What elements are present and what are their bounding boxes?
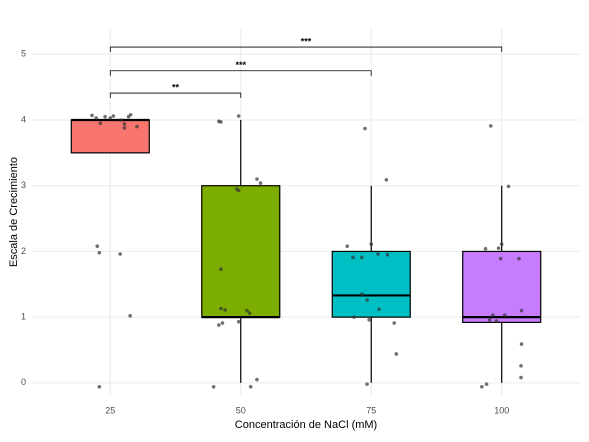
jitter-point: [496, 246, 501, 250]
jitter-point: [128, 112, 133, 117]
significance-label: **: [172, 82, 180, 92]
jitter-point: [103, 114, 107, 119]
y-tick-label: 0: [21, 377, 26, 387]
jitter-point: [365, 298, 369, 302]
jitter-point: [111, 114, 116, 118]
box: [201, 185, 281, 318]
jitter-point: [483, 247, 488, 251]
y-tick-label: 5: [21, 49, 26, 59]
jitter-point: [236, 188, 241, 193]
jitter-point: [519, 308, 524, 313]
jitter-point: [128, 314, 132, 318]
jitter-point: [95, 244, 100, 248]
jitter-point: [248, 385, 253, 389]
jitter-point: [219, 267, 223, 271]
jitter-point: [223, 308, 227, 312]
jitter-point: [519, 342, 524, 346]
significance-label: ***: [301, 36, 312, 46]
jitter-point: [94, 116, 98, 120]
y-tick-label: 2: [21, 246, 26, 256]
significance-bracket: [109, 46, 503, 53]
jitter-point: [211, 385, 216, 389]
jitter-point: [255, 377, 259, 382]
jitter-point: [258, 181, 263, 185]
jitter-point: [494, 319, 499, 323]
jitter-point: [118, 118, 123, 122]
jitter-point: [517, 256, 521, 261]
jitter-point: [247, 311, 252, 316]
jitter-point: [236, 114, 241, 118]
jitter-point: [219, 306, 223, 311]
significance-bracket: [109, 92, 242, 99]
jitter-point: [384, 178, 389, 182]
x-tick-label: 100: [494, 405, 509, 415]
jitter-point: [97, 250, 102, 255]
jitter-point: [487, 317, 492, 322]
jitter-point: [488, 124, 493, 128]
jitter-point: [519, 375, 523, 380]
x-axis-title: Concentración de NaCl (mM): [235, 419, 377, 431]
significance-bracket: [109, 70, 372, 76]
jitter-point: [506, 184, 511, 189]
jitter-point: [122, 126, 127, 130]
jitter-point: [245, 308, 249, 313]
y-tick-label: 3: [21, 180, 26, 190]
jitter-point: [480, 385, 484, 389]
jitter-point: [220, 321, 225, 325]
jitter-point: [499, 242, 504, 246]
jitter-point: [122, 122, 127, 126]
jitter-point: [498, 256, 503, 261]
jitter-point: [376, 252, 380, 256]
jitter-point: [484, 382, 489, 386]
jitter-point: [345, 244, 350, 248]
x-tick-label: 50: [236, 405, 246, 415]
jitter-point: [394, 352, 399, 356]
jitter-point: [108, 116, 113, 120]
y-tick-label: 4: [21, 114, 26, 124]
x-tick-label: 25: [105, 405, 115, 415]
jitter-point: [360, 292, 364, 296]
jitter-point: [90, 113, 94, 118]
jitter-point: [97, 385, 102, 389]
y-axis-title: Escala de Crecimiento: [8, 157, 20, 267]
jitter-point: [255, 177, 259, 181]
significance-label: ***: [236, 60, 247, 70]
jitter-point: [365, 382, 369, 386]
box: [331, 250, 411, 318]
jitter-point: [491, 313, 495, 317]
jitter-point: [219, 120, 223, 124]
jitter-point: [217, 323, 221, 327]
jitter-point: [392, 321, 397, 325]
jitter-point: [351, 255, 355, 260]
jitter-point: [367, 317, 371, 322]
x-tick-label: 75: [366, 405, 376, 415]
box: [462, 250, 542, 324]
jitter-point: [352, 315, 356, 319]
y-tick-label: 1: [21, 312, 26, 322]
jitter-point: [503, 313, 507, 317]
jitter-point: [236, 319, 241, 324]
jitter-point: [363, 126, 367, 131]
jitter-point: [385, 252, 390, 257]
jitter-point: [519, 363, 523, 368]
jitter-point: [135, 124, 139, 129]
jitter-point: [118, 252, 123, 256]
jitter-point: [98, 121, 103, 126]
jitter-point: [360, 255, 364, 260]
jitter-point: [369, 242, 374, 246]
jitter-point: [377, 307, 381, 312]
